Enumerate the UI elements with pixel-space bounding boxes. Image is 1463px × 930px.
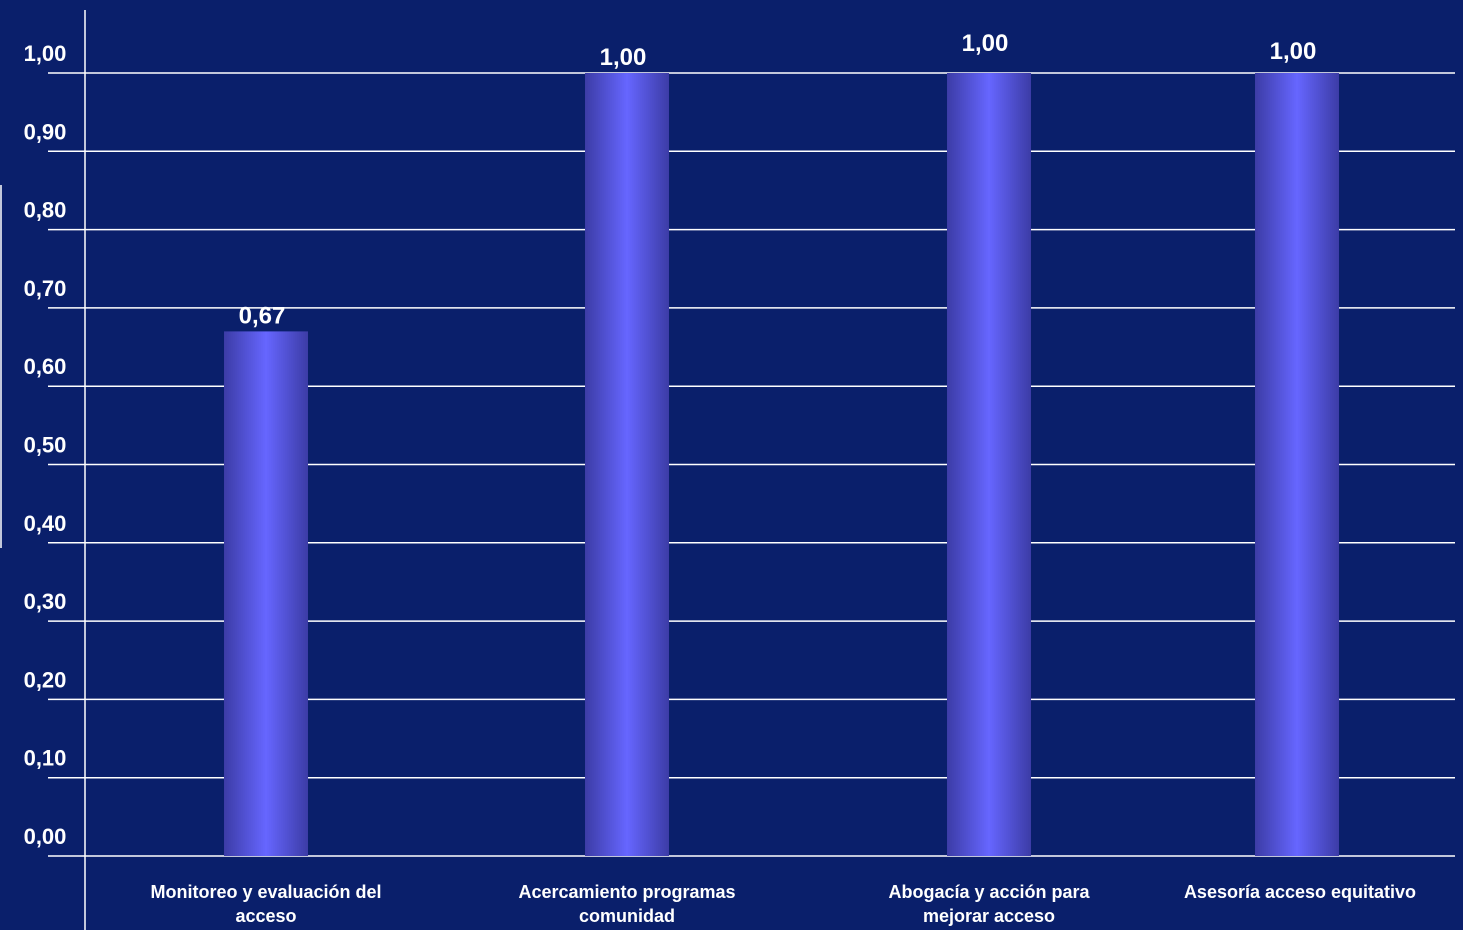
y-tick-label: 0,70 bbox=[24, 276, 67, 301]
bars bbox=[224, 73, 1339, 856]
y-tick-label: 0,60 bbox=[24, 354, 67, 379]
y-tick-label: 0,10 bbox=[24, 746, 67, 771]
y-tick-label: 0,20 bbox=[24, 667, 67, 692]
bar bbox=[1255, 73, 1339, 856]
bar bbox=[947, 73, 1031, 856]
bar bbox=[585, 73, 669, 856]
y-tick-label: 1,00 bbox=[24, 41, 67, 66]
category-label: Abogacía y acción para mejorar acceso bbox=[888, 882, 1090, 926]
y-tick-label: 0,90 bbox=[24, 119, 67, 144]
bar-value-label: 1,00 bbox=[1270, 38, 1317, 65]
y-tick-label: 0,40 bbox=[24, 511, 67, 536]
y-tick-label: 0,30 bbox=[24, 589, 67, 614]
category-label: Asesoría acceso equitativo bbox=[1184, 882, 1416, 902]
labels: 0,00 0,10 0,20 0,30 0,40 0,50 0,60 0,70 0,80 0,90… bbox=[24, 30, 1416, 926]
bar-value-label: 0,67 bbox=[239, 302, 286, 329]
y-tick-label: 0,50 bbox=[24, 433, 67, 458]
category-label: Monitoreo y evaluación del acceso bbox=[150, 882, 381, 926]
y-tick-label: 0,00 bbox=[24, 824, 67, 849]
bar-value-label: 1,00 bbox=[600, 44, 647, 71]
bar-value-label: 1,00 bbox=[962, 30, 1009, 57]
y-tick-label: 0,80 bbox=[24, 198, 67, 223]
bar bbox=[224, 331, 308, 856]
category-label: Acercamiento programas comunidad bbox=[518, 882, 735, 926]
